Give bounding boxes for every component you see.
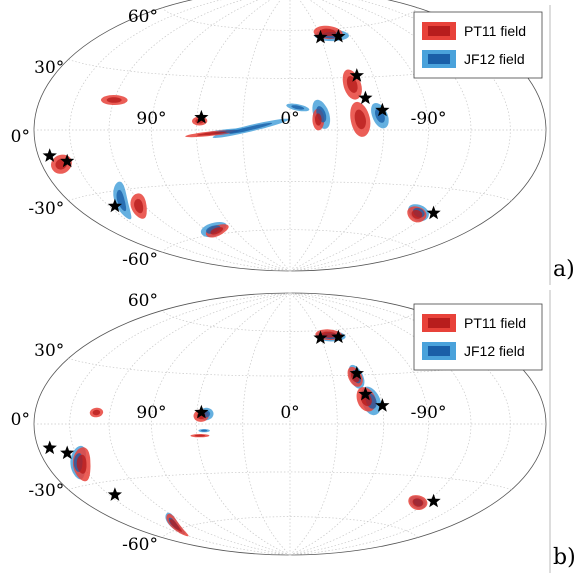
lat-tick-label: 60° bbox=[128, 291, 158, 311]
graticule bbox=[34, 0, 546, 272]
lat-tick-label: -30° bbox=[28, 481, 64, 501]
source-star bbox=[358, 386, 373, 401]
source-star bbox=[60, 445, 75, 460]
parallel-line bbox=[161, 310, 419, 332]
pt11-region-core bbox=[315, 113, 322, 126]
pt11-region-core bbox=[196, 131, 227, 136]
lon-tick-label: 0° bbox=[280, 403, 299, 423]
pt11-region-core bbox=[134, 199, 144, 214]
legend-label-pt11: PT11 field bbox=[464, 315, 526, 331]
source-star bbox=[313, 29, 328, 44]
legend: PT11 field JF12 field bbox=[413, 303, 543, 371]
lat-tick-label: -60° bbox=[122, 535, 158, 555]
jf12-legend-swatch-core bbox=[428, 346, 450, 356]
source-star bbox=[42, 148, 57, 162]
source-star bbox=[426, 205, 441, 220]
source-star bbox=[194, 109, 209, 124]
pt11-legend-swatch-core bbox=[428, 26, 450, 36]
jf12-region-core bbox=[200, 429, 208, 432]
pt11-region-core bbox=[194, 434, 206, 437]
parallel-line bbox=[161, 516, 419, 538]
source-star bbox=[375, 398, 390, 412]
graticule bbox=[34, 292, 546, 556]
pt11-region-core bbox=[411, 209, 423, 219]
pt11-region-core bbox=[354, 109, 366, 130]
lat-tick-label: 30° bbox=[34, 58, 64, 78]
jf12-region-core bbox=[229, 122, 273, 134]
source-star bbox=[375, 102, 390, 117]
lat-tick-label: 60° bbox=[128, 7, 158, 27]
meridian-line bbox=[151, 292, 291, 556]
source-star bbox=[107, 487, 122, 501]
source-star bbox=[349, 68, 364, 82]
sky-map-panel-b: 60° 30° 0° -30° -60° 90° 0° -90° PT11 field JF12 … bbox=[11, 290, 576, 573]
source-star bbox=[107, 198, 122, 213]
parallel-line bbox=[161, 229, 419, 253]
source-markers bbox=[42, 28, 441, 220]
source-star bbox=[358, 90, 373, 105]
lat-tick-label: 0° bbox=[11, 127, 30, 147]
source-star bbox=[331, 329, 346, 344]
lat-tick-label: 30° bbox=[34, 341, 64, 361]
parallel-line bbox=[161, 7, 419, 31]
lon-tick-label: 90° bbox=[136, 109, 166, 129]
pt11-region-core bbox=[210, 227, 224, 235]
jf12-region-core bbox=[116, 189, 127, 212]
pt11-region-core bbox=[92, 409, 101, 416]
pt11-region-core bbox=[76, 454, 87, 474]
source-star bbox=[349, 366, 364, 380]
pt11-region-core bbox=[412, 498, 424, 507]
jf12-region-core bbox=[291, 105, 305, 110]
panel-label: a) bbox=[553, 257, 575, 282]
legend-label-jf12: JF12 field bbox=[464, 343, 525, 359]
pt11-region-core bbox=[346, 76, 358, 93]
meridian-line bbox=[108, 292, 291, 556]
lat-tick-label: -30° bbox=[28, 199, 64, 219]
pt11-region-core bbox=[106, 97, 122, 103]
source-star bbox=[426, 493, 441, 508]
legend-box bbox=[413, 11, 543, 79]
meridian-line bbox=[195, 0, 291, 272]
source-star bbox=[42, 440, 57, 455]
jf12-legend-swatch-core bbox=[428, 54, 450, 64]
pt11-region-core bbox=[169, 519, 182, 532]
source-star bbox=[194, 404, 209, 419]
lon-tick-label: 0° bbox=[280, 109, 299, 129]
source-star bbox=[331, 28, 346, 43]
meridian-line bbox=[289, 0, 338, 272]
panel-label: b) bbox=[553, 545, 576, 570]
source-markers bbox=[42, 329, 441, 508]
lon-tick-label: -90° bbox=[411, 403, 447, 423]
source-star bbox=[313, 330, 328, 344]
meridian-line bbox=[289, 292, 338, 556]
legend-label-pt11: PT11 field bbox=[464, 23, 526, 39]
pt11-legend-swatch-core bbox=[428, 318, 450, 328]
lon-tick-label: -90° bbox=[411, 109, 447, 129]
legend-box bbox=[413, 303, 543, 371]
lat-tick-label: -60° bbox=[122, 250, 158, 270]
legend: PT11 field JF12 field bbox=[413, 11, 543, 79]
source-star bbox=[60, 153, 75, 168]
sky-map-panel-a: 60° 30° 0° -30° -60° 90° 0° -90° PT11 field JF12 … bbox=[11, 0, 575, 285]
lat-tick-label: 0° bbox=[11, 410, 30, 430]
lon-tick-label: 90° bbox=[136, 403, 166, 423]
legend-label-jf12: JF12 field bbox=[464, 51, 525, 67]
